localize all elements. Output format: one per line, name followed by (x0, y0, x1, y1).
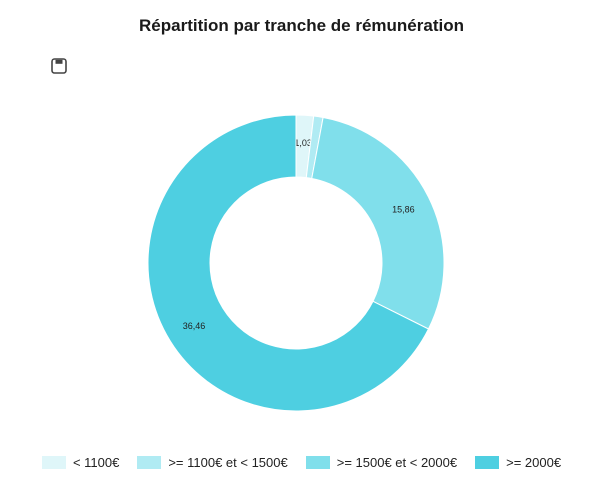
legend-item-2[interactable]: >= 1100€ et < 1500€ (137, 455, 288, 470)
data-label-1: 1,03 (294, 138, 312, 148)
chart-title: Répartition par tranche de rémunération (139, 16, 464, 35)
legend-item-4[interactable]: >= 2000€ (475, 455, 561, 470)
legend-swatch (137, 456, 162, 469)
save-icon[interactable] (50, 57, 68, 75)
legend-swatch (41, 456, 66, 469)
data-label-4: 36,46 (183, 321, 206, 331)
legend-label: >= 1500€ et < 2000€ (336, 455, 458, 470)
legend-label: >= 1100€ et < 1500€ (168, 455, 288, 470)
legend-swatch (305, 456, 330, 469)
data-label-3: 15,86 (392, 204, 415, 214)
chart-legend: < 1100€ >= 1100€ et < 1500€ >= 1500€ et < … (0, 455, 603, 470)
legend-label: >= 2000€ (506, 455, 562, 470)
legend-item-3[interactable]: >= 1500€ et < 2000€ (305, 455, 458, 470)
legend-item-1[interactable]: < 1100€ (41, 455, 120, 470)
legend-label: < 1100€ (72, 455, 120, 470)
legend-swatch (475, 456, 500, 469)
donut-slice-4[interactable] (147, 114, 430, 412)
donut-slice-3[interactable] (311, 116, 445, 330)
